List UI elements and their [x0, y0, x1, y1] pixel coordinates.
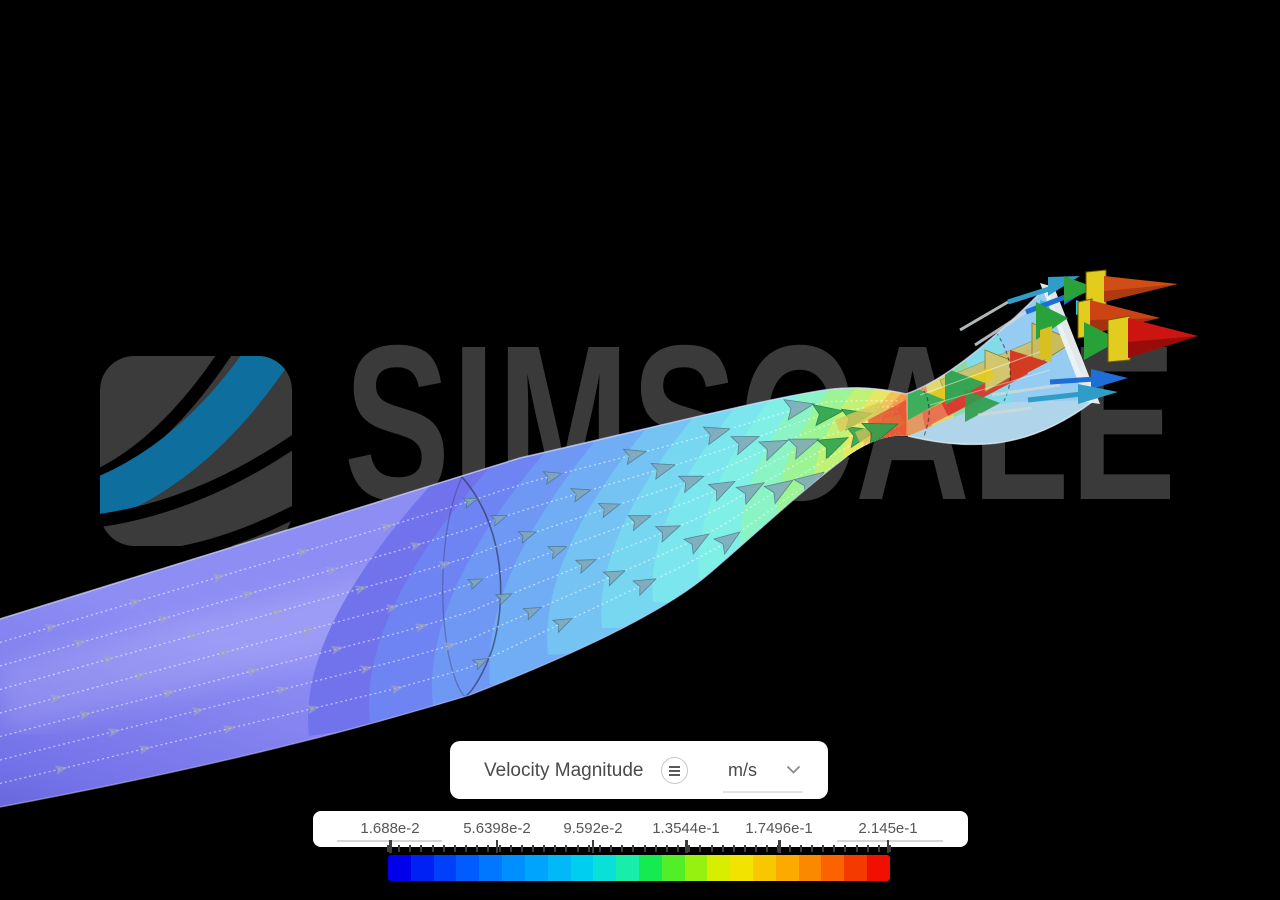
scalar-bar-field-panel: Velocity Magnitude m/s	[450, 741, 828, 799]
major-tick	[685, 840, 688, 853]
minor-tick	[409, 845, 412, 852]
colorbar-segment	[730, 855, 753, 881]
minor-tick	[688, 845, 691, 852]
scalar-tick-value: 9.592e-2	[563, 820, 623, 837]
minor-tick	[699, 845, 702, 852]
minor-tick	[476, 845, 479, 852]
colorbar-segment	[775, 855, 799, 881]
minor-tick	[632, 845, 635, 852]
unit-dropdown[interactable]: m/s	[720, 755, 808, 785]
colorbar-segment	[502, 855, 525, 881]
minor-tick	[877, 845, 880, 852]
minor-tick	[610, 845, 613, 852]
scalar-max-value[interactable]: 2.145e-1	[858, 820, 918, 837]
colorbar-segment	[821, 855, 845, 881]
minor-tick	[833, 845, 836, 852]
colorbar-segment	[479, 855, 503, 881]
colorbar-segment	[753, 855, 776, 881]
colorbar-segment	[707, 855, 731, 881]
minor-tick	[665, 845, 668, 852]
minor-tick	[598, 845, 601, 852]
hamburger-menu-icon	[668, 774, 680, 776]
max-value-underline	[837, 840, 943, 842]
minor-tick	[543, 845, 546, 852]
colorbar-segment	[388, 855, 411, 881]
minor-tick	[398, 845, 401, 852]
minor-tick	[498, 845, 501, 852]
minor-tick	[866, 845, 869, 852]
minor-tick	[465, 845, 468, 852]
colorbar-segment	[867, 855, 890, 881]
minor-tick	[387, 845, 389, 852]
unit-dropdown-underline	[723, 791, 803, 793]
major-tick	[778, 840, 781, 853]
minor-tick	[621, 845, 624, 852]
minor-tick	[810, 845, 813, 852]
major-tick	[591, 840, 595, 853]
minor-tick	[743, 845, 746, 852]
minor-tick	[732, 845, 735, 852]
hamburger-menu-icon	[668, 770, 680, 772]
colorbar-segment	[524, 855, 548, 881]
minor-tick	[487, 845, 490, 852]
hamburger-menu-icon	[668, 766, 680, 768]
colorbar-segment	[616, 855, 639, 881]
minor-tick	[431, 845, 434, 852]
colorbar-segment	[547, 855, 571, 881]
minor-tick	[677, 845, 680, 852]
colorbar-ticks	[387, 840, 891, 854]
minor-tick	[554, 845, 557, 852]
minor-tick	[710, 845, 713, 852]
minor-tick	[889, 845, 891, 852]
minor-tick	[788, 845, 791, 852]
minor-tick	[420, 845, 423, 852]
minor-tick	[442, 845, 445, 852]
minor-tick	[654, 845, 657, 852]
scalar-bar-labels-panel: 1.688e-2 5.6398e-2 9.592e-2 1.3544e-1 1.…	[313, 811, 968, 847]
minor-tick	[576, 845, 579, 852]
minor-tick	[509, 845, 512, 852]
minor-tick	[565, 845, 568, 852]
major-tick	[389, 840, 392, 853]
minor-tick	[755, 845, 758, 852]
minor-tick	[844, 845, 847, 852]
major-tick	[495, 840, 499, 853]
colorbar-segment	[798, 855, 822, 881]
scalar-tick-value: 1.3544e-1	[652, 820, 720, 837]
field-label: Velocity Magnitude	[484, 760, 644, 781]
minor-tick	[520, 845, 523, 852]
colorbar-segment	[593, 855, 617, 881]
minor-tick	[799, 845, 802, 852]
scalar-min-value[interactable]: 1.688e-2	[360, 820, 420, 837]
colorbar-segment	[433, 855, 457, 881]
unit-label: m/s	[728, 760, 757, 780]
colorbar-segment	[456, 855, 480, 881]
minor-tick	[532, 845, 535, 852]
minor-tick	[721, 845, 724, 852]
minor-tick	[822, 845, 825, 852]
minor-tick	[766, 845, 769, 852]
colorbar-segment	[570, 855, 594, 881]
minor-tick	[855, 845, 858, 852]
legend-options-button[interactable]	[661, 757, 688, 784]
colorbar-segment	[684, 855, 708, 881]
scalar-tick-value: 1.7496e-1	[745, 820, 813, 837]
minor-tick	[587, 845, 590, 852]
colorbar-segment	[638, 855, 662, 881]
colorbar-segment	[661, 855, 685, 881]
major-tick	[886, 840, 890, 853]
chevron-down-icon	[787, 766, 800, 774]
simscale-logo-icon	[100, 356, 292, 546]
minor-tick	[643, 845, 646, 852]
colorbar-gradient[interactable]	[388, 855, 890, 881]
scalar-tick-value: 5.6398e-2	[463, 820, 531, 837]
colorbar-segment	[410, 855, 434, 881]
minor-tick	[453, 845, 456, 852]
colorbar-segment	[844, 855, 868, 881]
